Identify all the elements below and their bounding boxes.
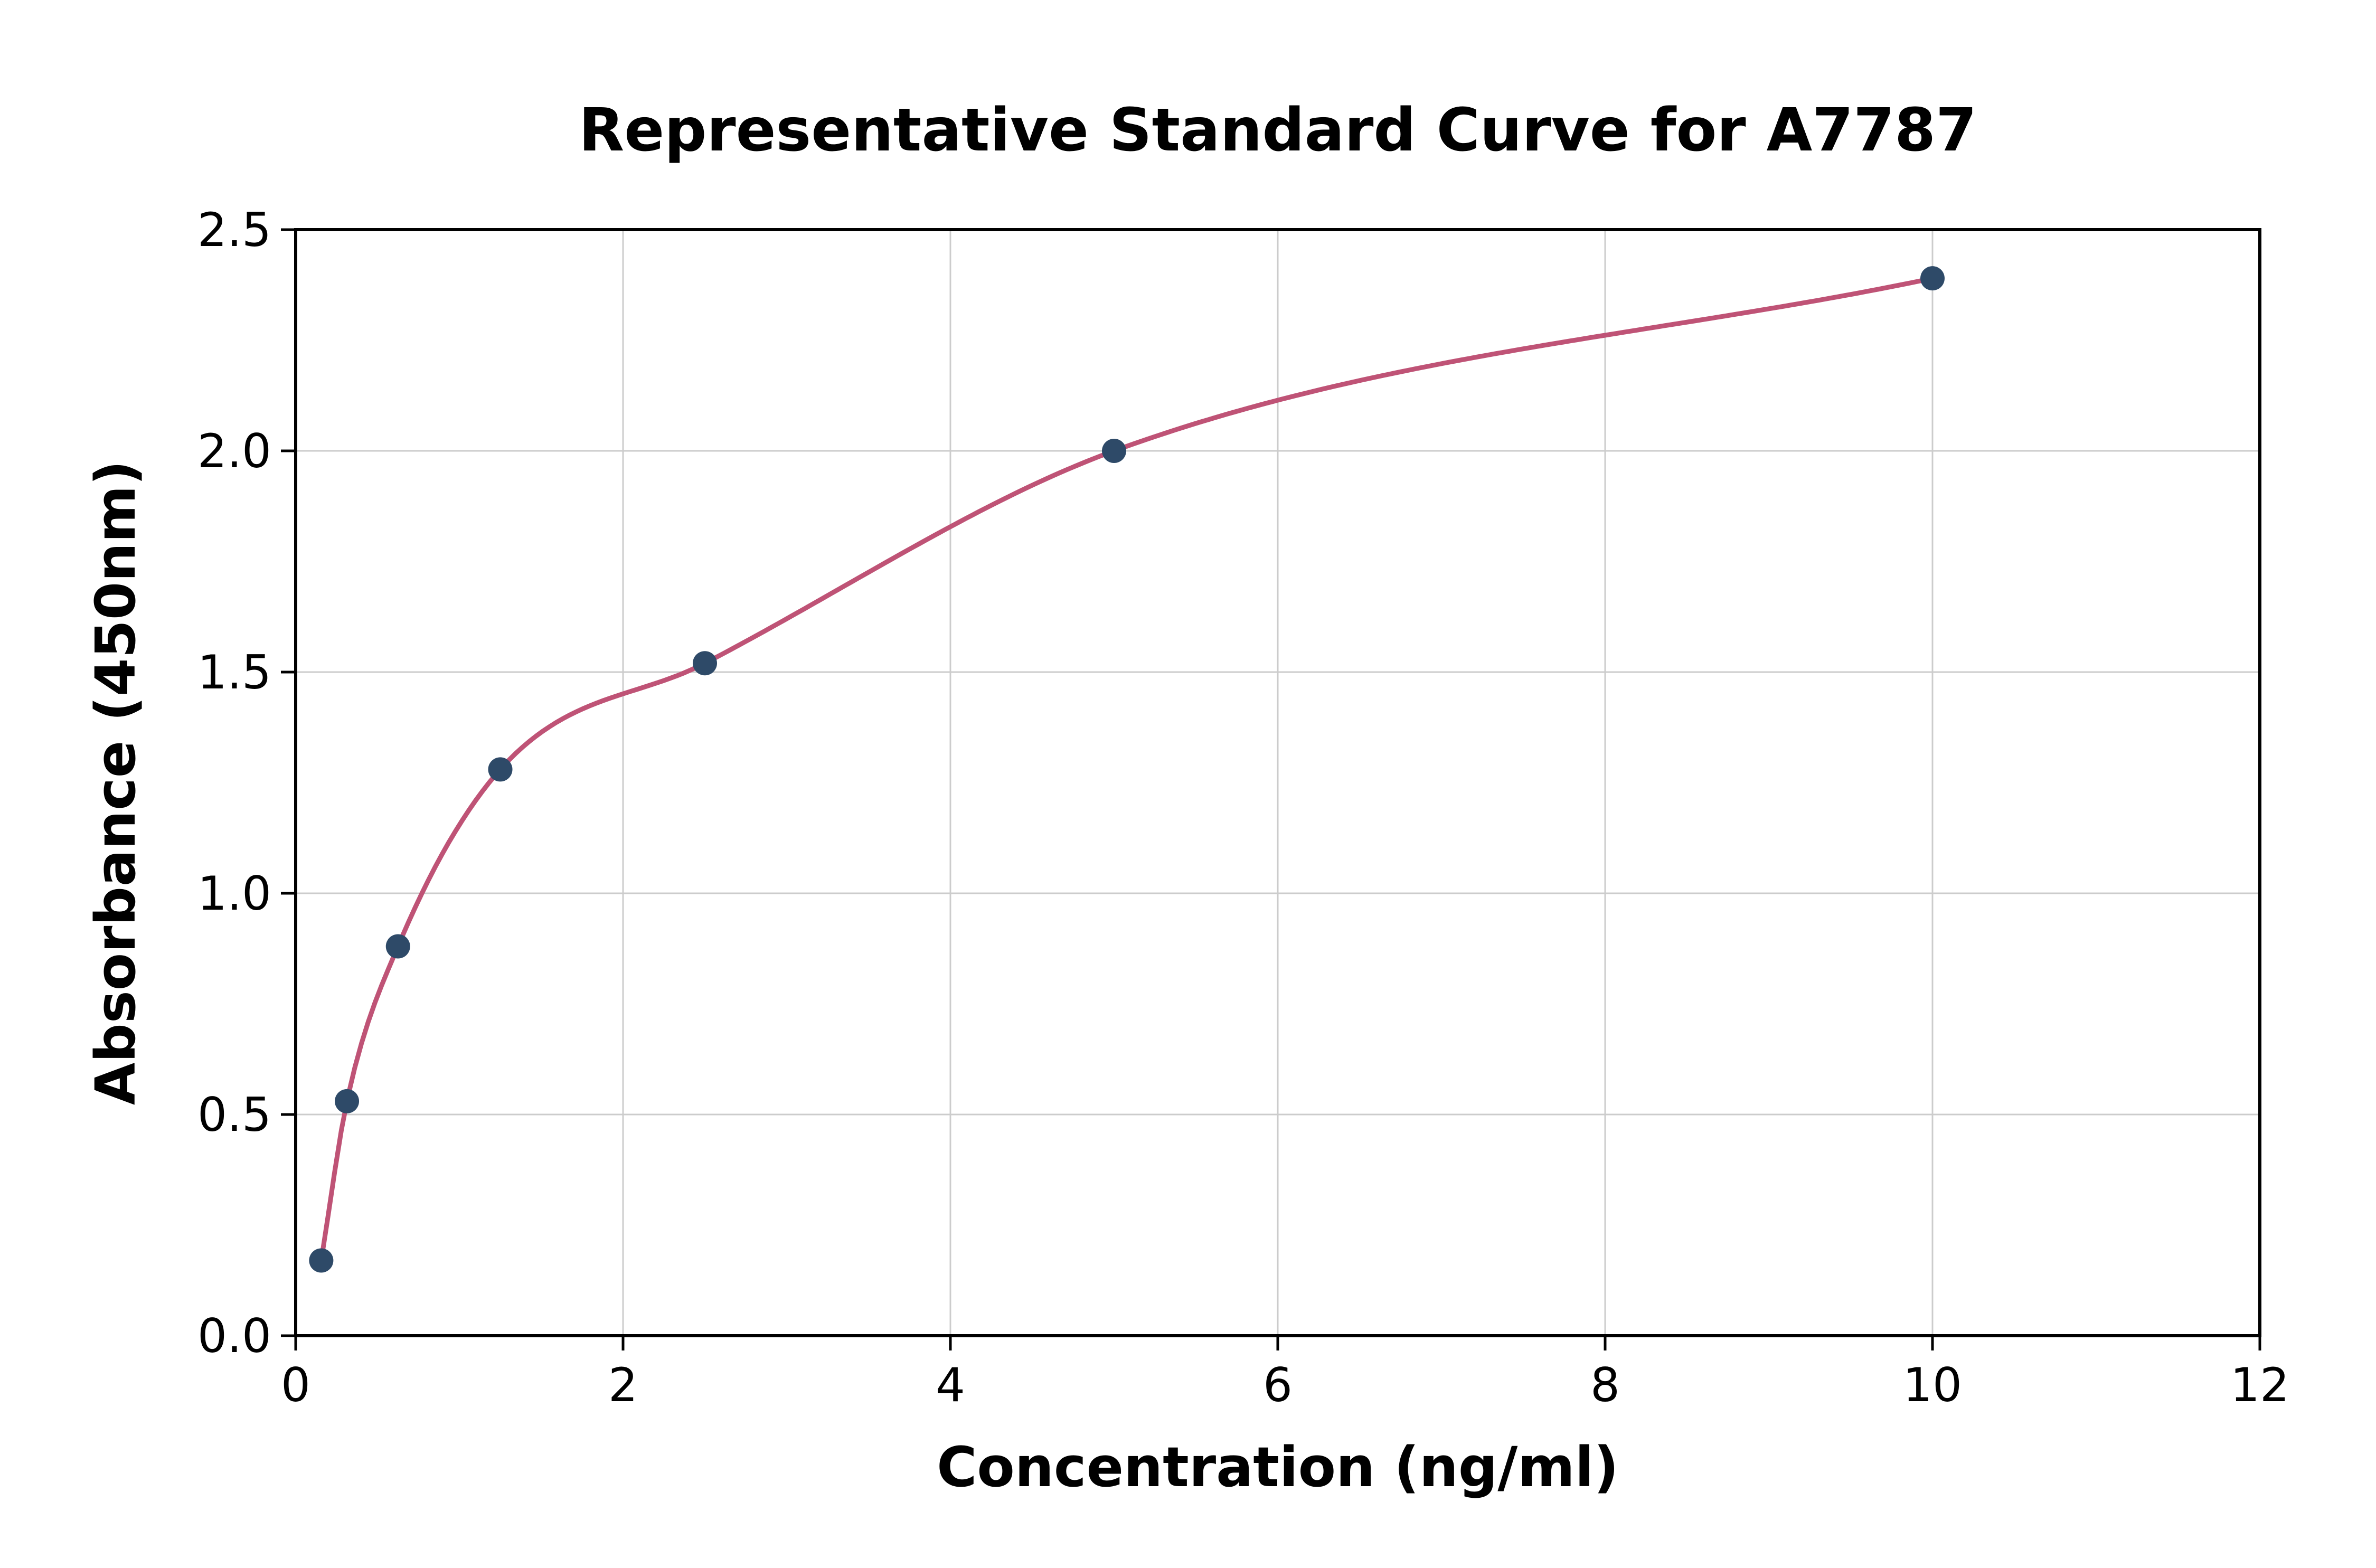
y-tick-label: 0.0 — [197, 1309, 271, 1363]
fit-curve — [318, 276, 1935, 1263]
data-points — [309, 266, 1945, 1273]
x-axis-label: Concentration (ng/ml) — [937, 1435, 1619, 1499]
data-point — [488, 757, 513, 782]
y-tick-label: 0.5 — [197, 1088, 271, 1142]
x-tick-label: 2 — [608, 1358, 638, 1412]
x-tick-label: 8 — [1590, 1358, 1620, 1412]
data-point — [309, 1248, 334, 1273]
data-point — [1102, 439, 1126, 463]
x-tick-label: 12 — [2230, 1358, 2289, 1412]
x-tick-label: 6 — [1263, 1358, 1293, 1412]
data-point — [1920, 266, 1945, 291]
x-tick-label: 10 — [1903, 1358, 1962, 1412]
x-tick-label: 4 — [936, 1358, 965, 1412]
chart-title: Representative Standard Curve for A7787 — [579, 96, 1977, 165]
y-axis-label: Absorbance (450nm) — [83, 460, 148, 1105]
y-tick-label: 2.5 — [197, 203, 271, 257]
x-tick-label: 0 — [281, 1358, 310, 1412]
data-point — [693, 651, 717, 676]
y-tick-label: 1.0 — [197, 866, 271, 921]
y-tick-label: 2.0 — [197, 424, 271, 478]
y-tick-label: 1.5 — [197, 645, 271, 700]
data-point — [385, 934, 410, 959]
data-point — [335, 1089, 360, 1113]
